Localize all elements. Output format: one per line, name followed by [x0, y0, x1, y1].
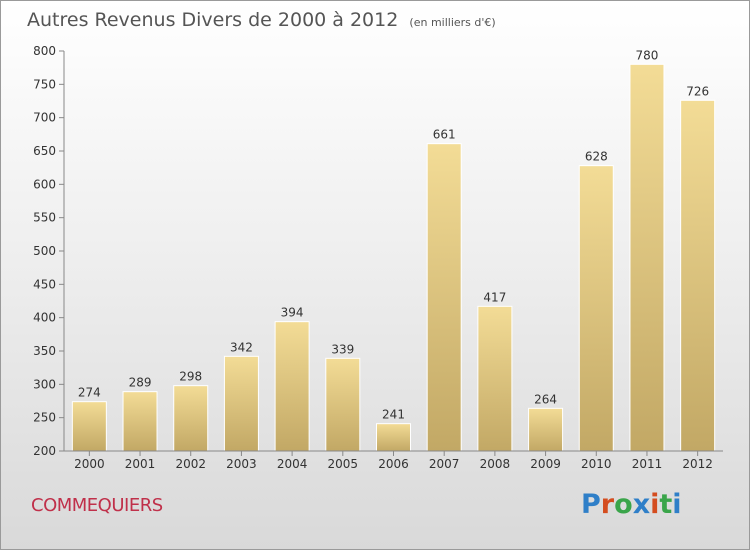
bar [173, 385, 209, 452]
bar [426, 143, 462, 452]
bar-value-label: 394 [281, 306, 304, 320]
logo-letter: t [659, 489, 673, 520]
x-axis: 2000 2001 2002 2003 2004 2005 2006 2007 2008 2009… [64, 450, 723, 471]
logo-letter: i [672, 489, 682, 520]
bar [376, 423, 411, 452]
bar [477, 305, 513, 452]
y-tick-label: 650 [33, 144, 56, 158]
x-tick-label: 2000 [74, 457, 105, 471]
x-tick-label: 2010 [581, 457, 612, 471]
bar-value-label: 342 [230, 340, 253, 354]
y-axis: 200 250 300 350 400 450 500 550 600 650 700 750 800 [33, 44, 65, 458]
bar-value-label: 241 [382, 408, 405, 422]
bar-value-label: 274 [78, 386, 101, 400]
y-tick-label: 800 [33, 44, 56, 58]
bar [629, 63, 665, 452]
logo-letter: r [600, 489, 615, 520]
bar-value-label: 339 [331, 342, 354, 356]
x-tick-label: 2008 [480, 457, 511, 471]
bar-value-label: 289 [129, 376, 152, 390]
y-tick-label: 750 [33, 77, 56, 91]
y-tick-label: 450 [33, 277, 56, 291]
bar-value-label: 264 [534, 392, 557, 406]
chart-unit: (en milliers d'€) [409, 16, 496, 29]
bar-value-label: 298 [179, 370, 202, 384]
bar-value-label: 417 [483, 290, 506, 304]
logo-letter: P [581, 489, 601, 520]
bar [578, 165, 614, 452]
bar [122, 391, 158, 452]
x-tick-label: 2007 [429, 457, 460, 471]
x-tick-label: 2009 [530, 457, 561, 471]
logo-letter: x [632, 489, 651, 520]
proxiti-logo: Proxiti [581, 489, 682, 520]
bars-group: 274 289 298 342 394 339 241 661 417 264 628 780 726 [71, 48, 716, 452]
chart-title: Autres Revenus Divers de 2000 à 2012 [27, 9, 399, 31]
bar-value-label: 726 [686, 84, 709, 98]
y-tick-label: 200 [33, 444, 56, 458]
commune-name: COMMEQUIERS [31, 495, 163, 516]
y-tick-label: 500 [33, 244, 56, 258]
x-tick-label: 2001 [125, 457, 156, 471]
x-tick-label: 2003 [226, 457, 257, 471]
x-tick-label: 2005 [328, 457, 359, 471]
x-tick-label: 2006 [378, 457, 409, 471]
y-tick-label: 350 [33, 344, 56, 358]
y-tick-label: 700 [33, 111, 56, 125]
bar [680, 99, 716, 452]
bar [71, 401, 107, 452]
y-tick-label: 600 [33, 177, 56, 191]
bar [528, 407, 564, 452]
y-tick-label: 550 [33, 211, 56, 225]
chart-title-block: Autres Revenus Divers de 2000 à 2012 (en… [27, 9, 496, 31]
bar-value-label: 628 [585, 150, 608, 164]
x-tick-label: 2012 [682, 457, 713, 471]
x-tick-label: 2004 [277, 457, 308, 471]
x-tick-label: 2011 [632, 457, 663, 471]
bar [274, 321, 310, 452]
bar-value-label: 780 [636, 48, 659, 62]
bar [325, 357, 361, 452]
logo-letter: o [614, 489, 633, 520]
y-tick-label: 400 [33, 311, 56, 325]
y-tick-label: 250 [33, 411, 56, 425]
y-tick-label: 300 [33, 377, 56, 391]
x-tick-label: 2002 [175, 457, 206, 471]
bar-value-label: 661 [433, 128, 456, 142]
logo-letter: i [650, 489, 660, 520]
bar [223, 355, 259, 452]
